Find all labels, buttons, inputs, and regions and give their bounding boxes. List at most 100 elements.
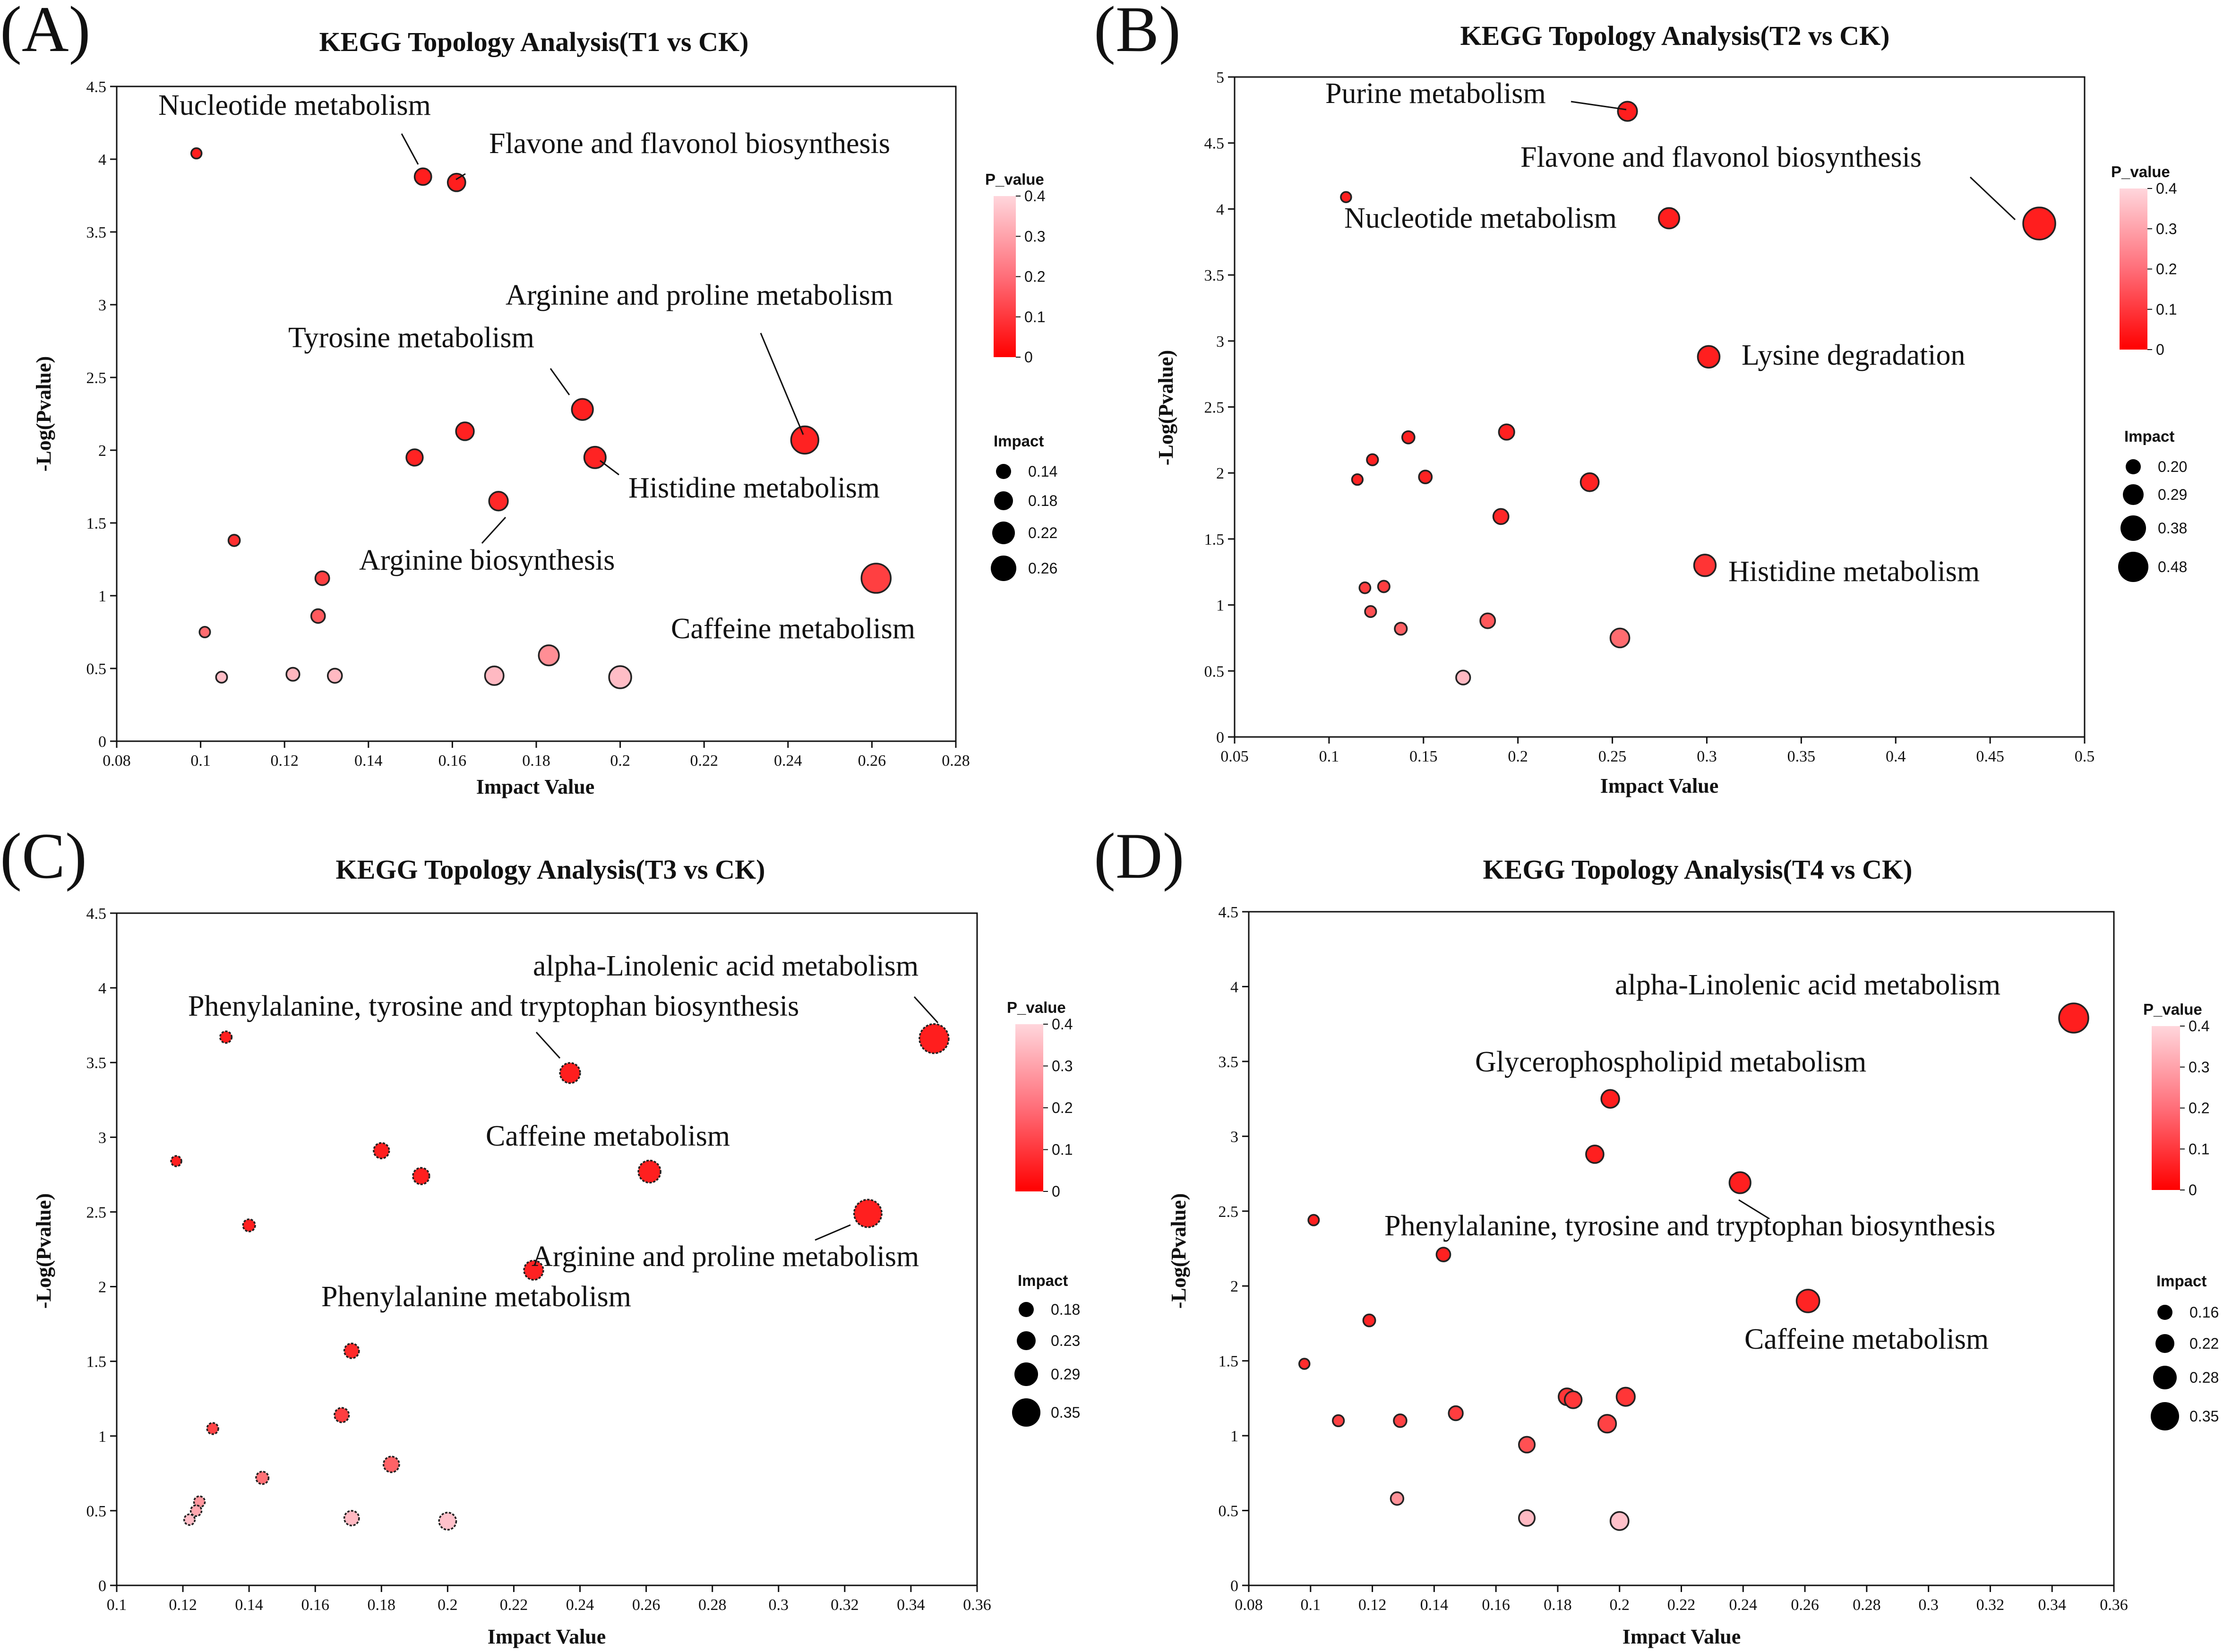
x-tick-label: 0.16 [301, 1596, 329, 1614]
data-point [1377, 580, 1391, 593]
data-point [1340, 191, 1352, 204]
color-bar-tick-label: 0 [1024, 349, 1033, 366]
annotation-leader [1571, 101, 1627, 111]
annotation-leader [481, 516, 506, 544]
data-point [405, 448, 424, 467]
data-point [1307, 1214, 1320, 1226]
annotation-label: alpha-Linolenic acid metabolism [533, 950, 919, 982]
x-tick-label: 0.24 [1729, 1596, 1758, 1614]
data-point [1580, 472, 1600, 492]
y-tick-label: 3 [98, 1129, 106, 1147]
y-tick-label: 0 [98, 1577, 106, 1595]
panel-letter: (B) [1094, 0, 1181, 65]
annotation-leader [760, 333, 804, 435]
size-legend-label: 0.48 [2158, 558, 2187, 575]
data-point [198, 626, 211, 638]
data-point [1518, 1436, 1536, 1454]
size-legend-marker [991, 556, 1016, 581]
color-bar [2152, 1026, 2180, 1190]
x-tick-label: 0.24 [566, 1596, 594, 1614]
color-bar-tick-label: 0.3 [1024, 228, 1045, 245]
size-legend-label: 0.29 [2158, 486, 2187, 503]
y-tick-label: 2.5 [86, 1204, 107, 1221]
data-point [1390, 1491, 1405, 1506]
color-bar-tick-label: 0.4 [2189, 1018, 2209, 1035]
x-tick-label: 0.16 [438, 752, 467, 770]
annotation-label: Caffeine metabolism [486, 1120, 730, 1152]
x-tick-label: 0.22 [1667, 1596, 1696, 1614]
y-tick-label: 0.5 [1219, 1503, 1239, 1520]
data-point [1658, 207, 1680, 230]
color-bar-tick-label: 0.4 [2156, 180, 2177, 197]
y-tick-label: 1 [98, 1428, 106, 1446]
annotation-label: Caffeine metabolism [1744, 1323, 1989, 1355]
y-tick-label: 2.5 [1219, 1203, 1239, 1221]
x-axis-label: Impact Value [1622, 1625, 1741, 1648]
data-point [1298, 1358, 1311, 1370]
data-point [1498, 423, 1515, 441]
x-tick-label: 0.34 [897, 1596, 925, 1614]
annotation-label: Lysine degradation [1742, 339, 1965, 371]
y-axis-label: -Log(Pvalue) [1167, 1193, 1190, 1309]
data-point [1479, 612, 1496, 629]
chart-title: KEGG Topology Analysis(T1 vs CK) [319, 26, 749, 57]
x-tick-label: 0.25 [1598, 748, 1627, 765]
x-tick-label: 0.28 [1853, 1596, 1881, 1614]
y-tick-label: 0.5 [1204, 663, 1225, 680]
data-point [1448, 1405, 1464, 1421]
data-point [285, 667, 300, 682]
annotation-leader [600, 460, 619, 476]
y-tick-label: 4 [98, 151, 106, 169]
size-legend-marker [994, 491, 1013, 510]
y-tick-label: 3.5 [86, 224, 107, 241]
data-point [637, 1159, 661, 1184]
annotation-leader [549, 368, 570, 395]
size-legend-label: 0.16 [2189, 1304, 2219, 1321]
data-point [170, 1155, 182, 1167]
panel-letter: (D) [1094, 820, 1185, 892]
annotation-label: alpha-Linolenic acid metabolism [1615, 969, 2000, 1001]
panel-d: (D) KEGG Topology Analysis(T4 vs CK)0.08 0… [1094, 820, 2219, 1648]
annotation-label: Purine metabolism [1325, 77, 1546, 110]
size-legend-label: 0.20 [2158, 458, 2187, 475]
color-bar-tick-label: 0.1 [1052, 1141, 1073, 1158]
x-tick-label: 0.1 [107, 1596, 127, 1614]
annotation-label: Caffeine metabolism [671, 613, 915, 645]
y-tick-label: 4.5 [86, 905, 107, 923]
data-point [790, 425, 819, 455]
x-axis-label: Impact Value [1600, 774, 1719, 797]
annotation-label: Glycerophospholipid metabolism [1475, 1046, 1866, 1078]
y-tick-label: 1 [1216, 597, 1224, 615]
panel-c: (C) KEGG Topology Analysis(T3 vs CK) 0.1 0.… [0, 820, 1080, 1648]
size-legend-label: 0.23 [1051, 1332, 1080, 1349]
y-tick-label: 1 [98, 588, 106, 605]
data-point [1563, 1390, 1583, 1409]
x-tick-label: 0.22 [500, 1596, 528, 1614]
size-legend-title: Impact [2124, 428, 2174, 445]
y-tick-label: 3 [1230, 1128, 1238, 1146]
data-point [227, 534, 241, 547]
data-point [438, 1512, 457, 1531]
size-legend-marker [1019, 1302, 1034, 1317]
data-point [538, 644, 560, 667]
annotation-label: Flavone and flavonol biosynthesis [489, 128, 890, 160]
data-point [1795, 1289, 1820, 1313]
data-point [1492, 508, 1510, 525]
color-bar [2120, 188, 2147, 350]
x-tick-label: 0.5 [2075, 748, 2095, 765]
annotation-label: Nucleotide metabolism [158, 89, 431, 121]
data-point [919, 1023, 950, 1054]
x-tick-label: 0.35 [1787, 748, 1816, 765]
color-bar-tick-label: 0 [2156, 341, 2164, 358]
size-legend-label: 0.22 [1028, 524, 1057, 541]
x-tick-label: 0.26 [632, 1596, 661, 1614]
color-bar-tick-label: 0.1 [1024, 308, 1045, 325]
x-tick-label: 0.3 [1697, 748, 1717, 765]
size-legend-marker [2120, 515, 2146, 541]
annotation-label: Arginine and proline metabolism [532, 1241, 919, 1273]
x-tick-label: 0.15 [1409, 748, 1438, 765]
y-axis-label: -Log(Pvalue) [32, 1193, 55, 1309]
x-tick-label: 0.12 [270, 752, 299, 770]
y-tick-label: 0 [1230, 1577, 1238, 1595]
